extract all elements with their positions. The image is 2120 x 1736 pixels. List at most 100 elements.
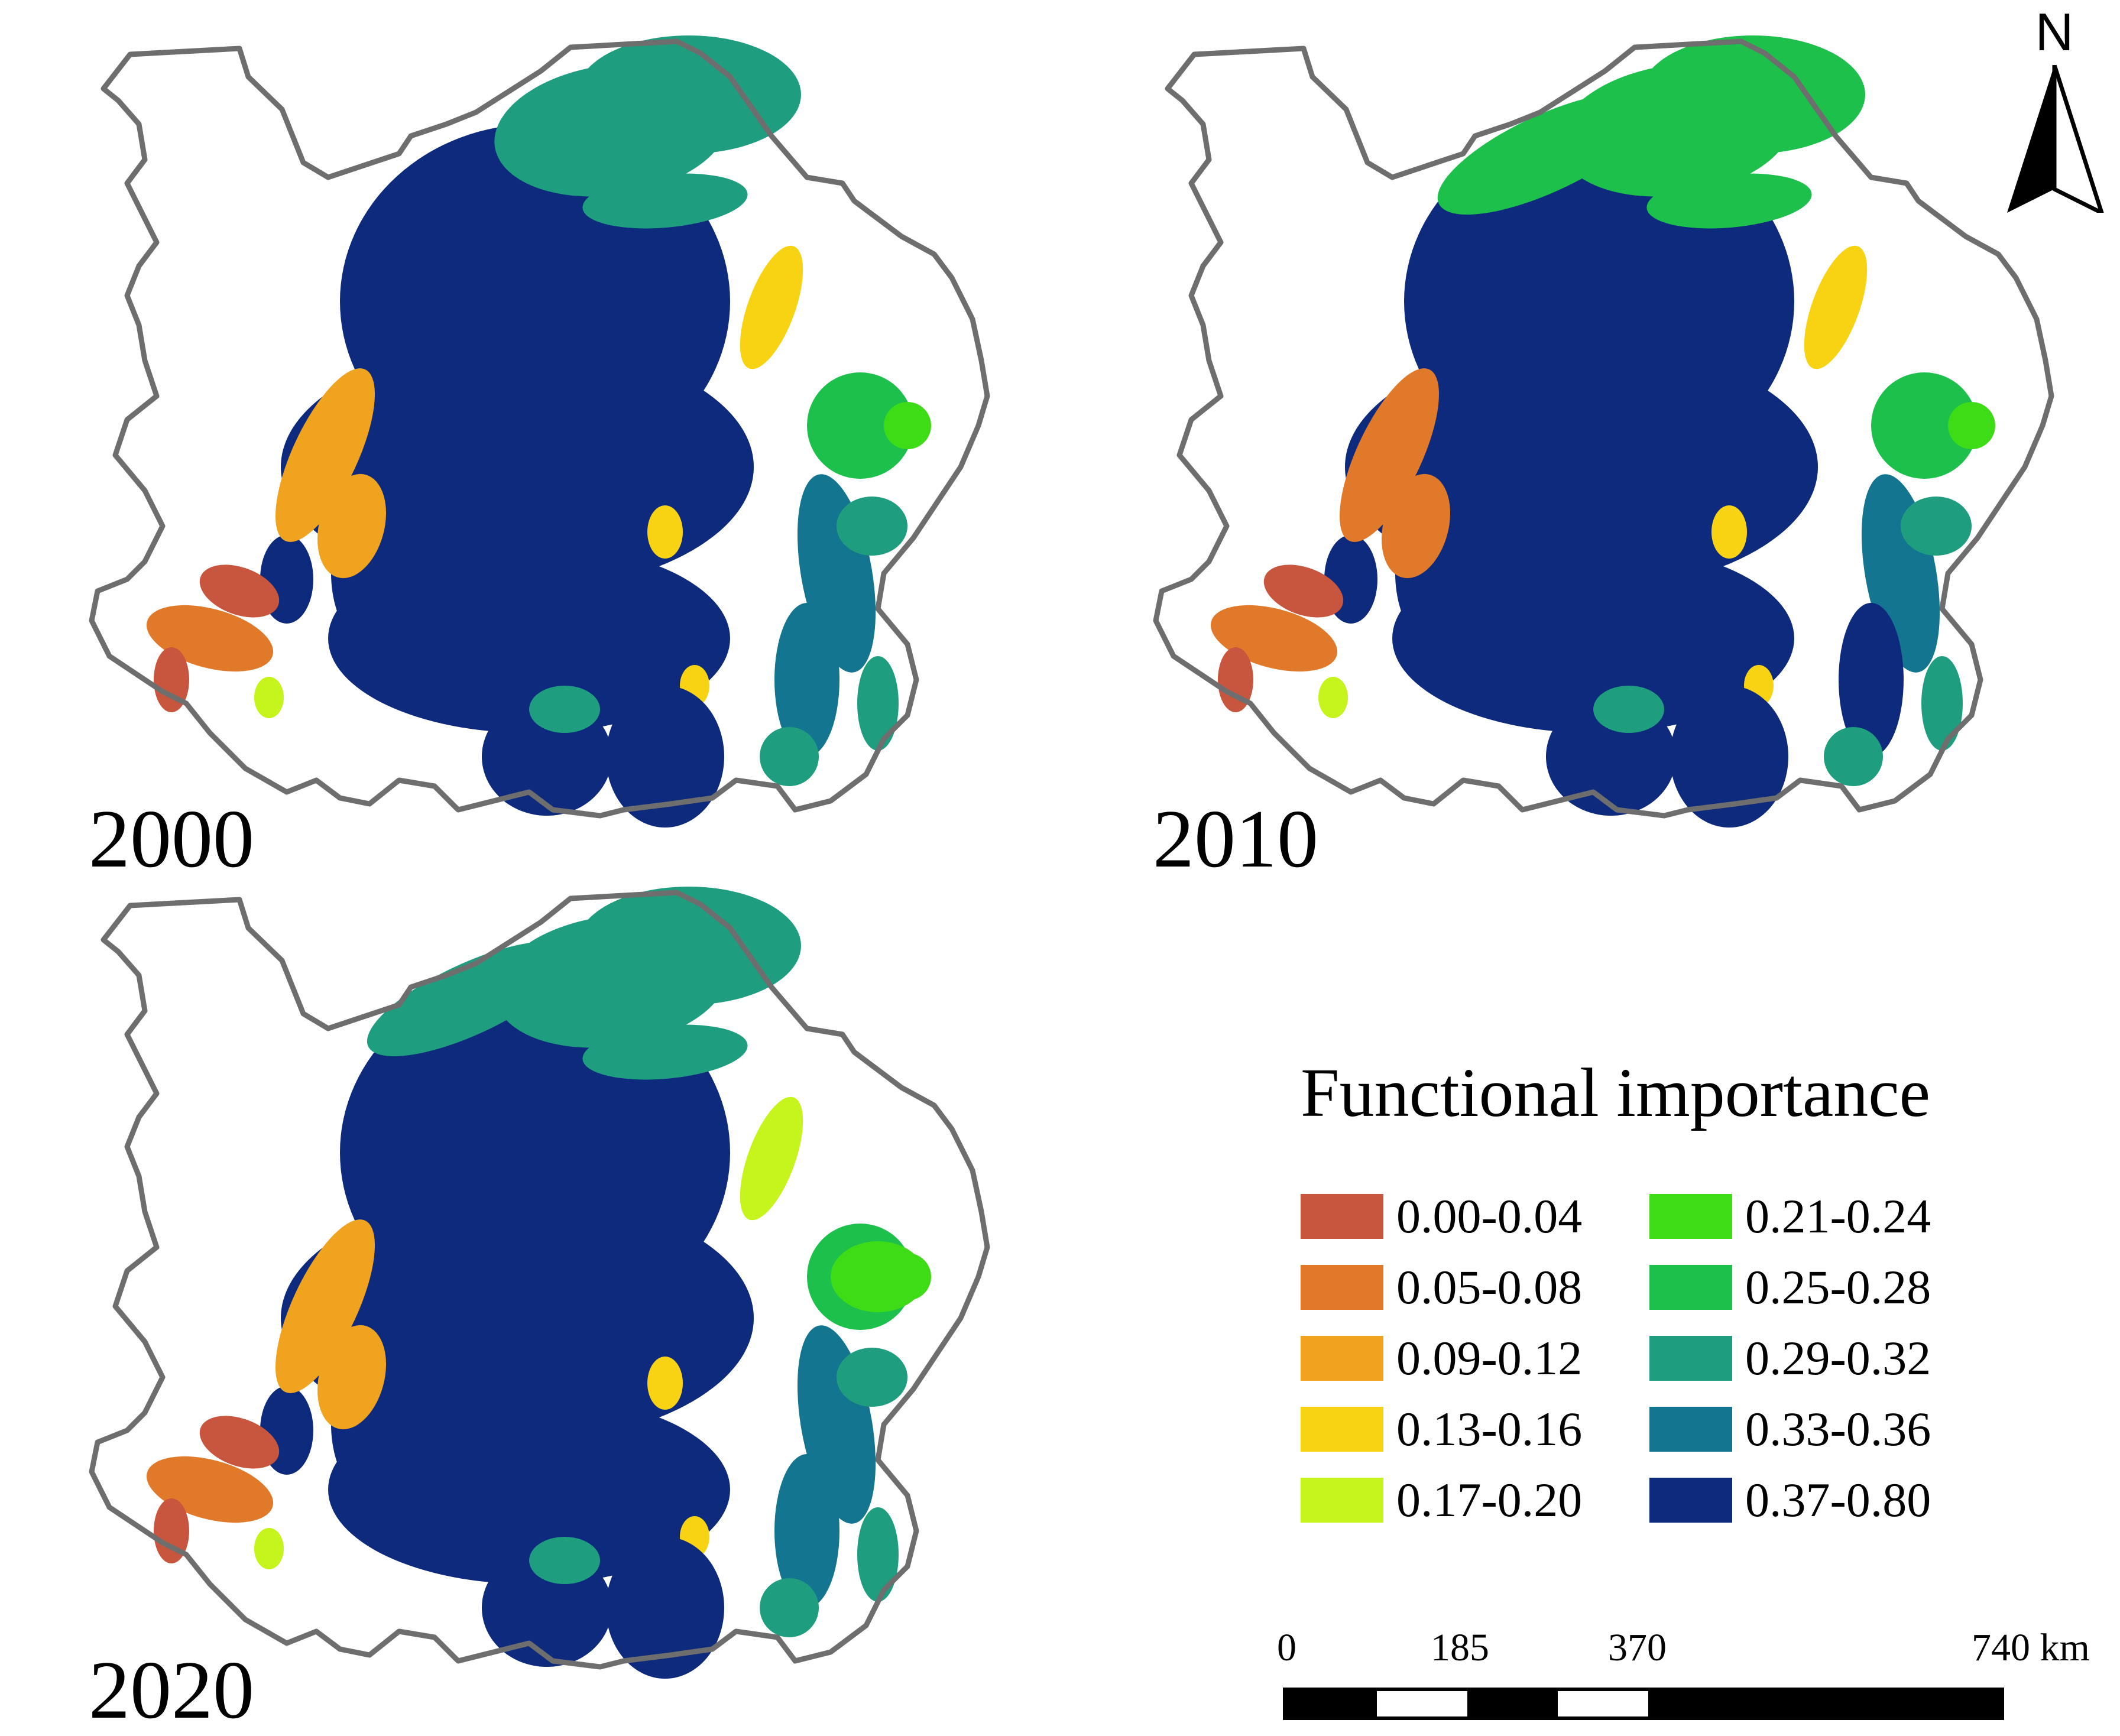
map-patch bbox=[367, 942, 573, 1056]
map-patch bbox=[740, 245, 803, 369]
map-patch bbox=[1318, 677, 1348, 718]
map-2000 bbox=[89, 35, 990, 828]
legend-item: 0.00-0.04 bbox=[1301, 1189, 1649, 1243]
scale-tick-label: 185 bbox=[1431, 1626, 1489, 1669]
map-patch bbox=[857, 656, 899, 751]
legend-item: 0.21-0.24 bbox=[1649, 1189, 2004, 1243]
map-patch bbox=[1641, 35, 1865, 154]
map-patch bbox=[1824, 727, 1883, 786]
scale-bar: 0 185 370 740 km bbox=[1277, 1626, 2090, 1729]
legend-label: 0.17-0.20 bbox=[1396, 1473, 1583, 1527]
legend-swatch bbox=[1301, 1265, 1383, 1310]
map-patch bbox=[1839, 603, 1904, 757]
map-patch bbox=[275, 368, 375, 542]
legend-label: 0.00-0.04 bbox=[1396, 1189, 1583, 1243]
map-patch bbox=[1871, 372, 1978, 479]
map-patch bbox=[647, 1357, 683, 1410]
map-patch bbox=[576, 35, 801, 154]
region-outline bbox=[89, 890, 990, 1670]
legend: Functional importance 0.00-0.04 0.05-0.0… bbox=[1295, 1054, 2081, 1527]
legend-label: 0.13-0.16 bbox=[1396, 1402, 1583, 1456]
map-patch bbox=[606, 1537, 724, 1679]
legend-swatch bbox=[1649, 1478, 1732, 1523]
map-patch bbox=[1381, 473, 1451, 579]
map-patch bbox=[647, 505, 683, 559]
map-panel-2020: 2020 bbox=[83, 881, 1117, 1732]
north-arrow: N bbox=[2004, 6, 2105, 219]
scale-bar-track bbox=[1283, 1688, 2004, 1720]
map-patch bbox=[1948, 402, 1995, 449]
scale-tick-label: 0 bbox=[1277, 1626, 1296, 1669]
map-patch bbox=[154, 647, 189, 712]
map-patch bbox=[837, 497, 907, 556]
map-patch bbox=[254, 677, 284, 718]
map-2020 bbox=[89, 887, 990, 1679]
map-patch bbox=[740, 1096, 803, 1221]
legend-label: 0.09-0.12 bbox=[1396, 1331, 1583, 1385]
legend-grid: 0.00-0.04 0.05-0.08 0.09-0.12 0.13-0.16 … bbox=[1301, 1189, 2081, 1527]
legend-swatch bbox=[1301, 1407, 1383, 1452]
map-patch bbox=[774, 603, 839, 757]
map-patch bbox=[1804, 245, 1868, 369]
legend-label: 0.25-0.28 bbox=[1745, 1260, 1931, 1314]
map-patch bbox=[774, 1454, 839, 1608]
map-patch bbox=[199, 564, 280, 618]
legend-item: 0.05-0.08 bbox=[1301, 1260, 1649, 1314]
map-patch bbox=[529, 686, 600, 733]
map-2010 bbox=[1153, 35, 2054, 828]
year-label: 2010 bbox=[1153, 793, 1318, 885]
map-patch bbox=[1218, 647, 1253, 712]
map-patch bbox=[807, 372, 913, 479]
legend-swatch bbox=[1301, 1336, 1383, 1381]
map-patch bbox=[1921, 656, 1963, 751]
map-patch bbox=[317, 473, 387, 579]
north-arrow-icon bbox=[2007, 65, 2104, 213]
region-outline bbox=[89, 38, 990, 819]
map-patch bbox=[1901, 497, 1972, 556]
map-patch bbox=[831, 1241, 925, 1312]
legend-title: Functional importance bbox=[1301, 1054, 1930, 1131]
map-patch bbox=[1670, 686, 1788, 828]
map-patch bbox=[760, 1578, 819, 1637]
year-label: 2020 bbox=[89, 1644, 254, 1736]
legend-item: 0.37-0.80 bbox=[1649, 1473, 2004, 1527]
legend-swatch bbox=[1649, 1265, 1732, 1310]
map-patch bbox=[837, 1348, 907, 1407]
map-patch bbox=[1263, 564, 1344, 618]
map-patch bbox=[1437, 92, 1655, 215]
map-patch bbox=[1593, 686, 1664, 733]
legend-swatch bbox=[1301, 1194, 1383, 1239]
legend-item: 0.09-0.12 bbox=[1301, 1331, 1649, 1385]
legend-item: 0.25-0.28 bbox=[1649, 1260, 2004, 1314]
map-patch bbox=[1711, 505, 1747, 559]
map-patch bbox=[576, 887, 801, 1005]
map-patch bbox=[582, 1024, 748, 1080]
legend-label: 0.33-0.36 bbox=[1745, 1402, 1931, 1456]
north-label: N bbox=[2035, 3, 2074, 62]
legend-swatch bbox=[1649, 1194, 1732, 1239]
map-panel-2010: 2010 bbox=[1147, 30, 2120, 881]
legend-label: 0.05-0.08 bbox=[1396, 1260, 1583, 1314]
legend-item: 0.13-0.16 bbox=[1301, 1402, 1649, 1456]
map-patch bbox=[1339, 368, 1440, 542]
legend-label: 0.29-0.32 bbox=[1745, 1331, 1931, 1385]
scale-tick-label: 370 bbox=[1608, 1626, 1667, 1669]
map-patch bbox=[529, 1537, 600, 1584]
legend-item: 0.17-0.20 bbox=[1301, 1473, 1649, 1527]
scale-segment bbox=[1286, 1691, 1377, 1716]
legend-label: 0.21-0.24 bbox=[1745, 1189, 1931, 1243]
legend-label: 0.37-0.80 bbox=[1745, 1473, 1931, 1527]
map-patch bbox=[317, 1325, 387, 1430]
legend-swatch bbox=[1649, 1407, 1732, 1452]
scale-segment bbox=[1648, 1691, 2001, 1716]
map-patch bbox=[199, 1416, 280, 1469]
legend-swatch bbox=[1301, 1478, 1383, 1523]
map-patch bbox=[760, 727, 819, 786]
map-patch bbox=[154, 1498, 189, 1563]
map-patch bbox=[254, 1528, 284, 1569]
map-patch bbox=[606, 686, 724, 828]
year-label: 2000 bbox=[89, 793, 254, 885]
map-patch bbox=[582, 173, 748, 229]
map-patch bbox=[857, 1507, 899, 1602]
legend-swatch bbox=[1649, 1336, 1732, 1381]
